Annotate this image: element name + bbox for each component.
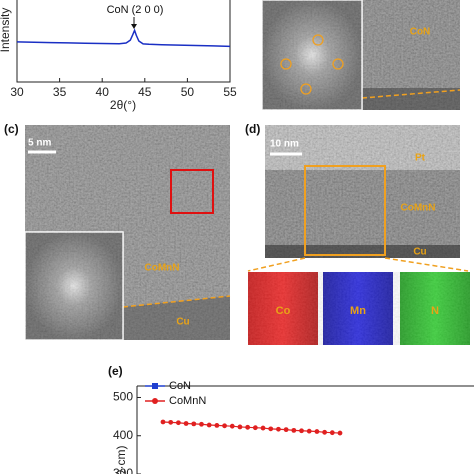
- data-point: [337, 430, 343, 436]
- legend-label: CoMnN: [169, 395, 206, 407]
- element-label: Co: [276, 305, 291, 317]
- plot-frame: [16, 0, 231, 83]
- data-point: [268, 426, 274, 432]
- fft-spot: [332, 58, 344, 70]
- annotation: CoN (2 0 0): [107, 4, 164, 16]
- x-tick-label: 50: [181, 85, 195, 99]
- fft-spots: [280, 34, 344, 95]
- data-point: [291, 427, 297, 433]
- x-tick-label: 35: [53, 85, 67, 99]
- data-point: [299, 428, 304, 434]
- data-point: [260, 425, 266, 431]
- layer-label: Pt: [415, 153, 426, 164]
- y-tick-label: 400: [113, 428, 133, 442]
- interface-line: [361, 89, 461, 99]
- layer-label: Cu: [176, 317, 189, 328]
- layer-label: CoN: [410, 27, 431, 38]
- data-point: [276, 426, 281, 432]
- data-point: [175, 420, 181, 426]
- data-line: [162, 421, 341, 434]
- fft-spot: [312, 34, 324, 46]
- data-point: [183, 421, 189, 426]
- zoom-line: [384, 257, 469, 272]
- x-tick-label: 45: [138, 85, 152, 99]
- data-point: [214, 423, 220, 428]
- substrate: [362, 88, 460, 110]
- selection-box: [170, 169, 214, 214]
- y-axis-label: Ω·cm): [114, 446, 128, 474]
- fft-spot: [300, 83, 312, 95]
- scale-label: 5 nm: [28, 138, 51, 149]
- tem-texture: [265, 125, 460, 258]
- panel-label: (e): [108, 364, 123, 378]
- layer-label: CoMnN: [145, 263, 180, 274]
- legend-label: CoN: [169, 380, 191, 392]
- panel-label: (c): [4, 122, 19, 136]
- fft-texture: [262, 0, 362, 110]
- data-point: [191, 421, 197, 427]
- x-tick-label: 30: [10, 85, 24, 99]
- y-axis-label: Intensity: [0, 8, 12, 53]
- x-axis-label: 2θ(°): [110, 98, 136, 112]
- element-label: N: [431, 305, 439, 317]
- data-point: [168, 419, 174, 425]
- data-point: [245, 424, 251, 430]
- data-point: [206, 422, 212, 428]
- data-point: [229, 423, 235, 429]
- data-point: [306, 428, 312, 434]
- layer-label: Cu: [413, 247, 426, 258]
- eds-texture: [248, 272, 470, 345]
- selection-box: [304, 165, 386, 256]
- x-tick-label: 55: [223, 85, 237, 99]
- data-point: [222, 423, 227, 429]
- arrow-head: [131, 24, 137, 29]
- panel-label: (d): [245, 122, 260, 136]
- substrate: [123, 296, 230, 340]
- y-tick-label: 500: [113, 390, 133, 404]
- cu-layer: [265, 245, 460, 258]
- fft-spot: [280, 58, 292, 70]
- element-label: Mn: [350, 305, 366, 317]
- data-point: [322, 429, 328, 435]
- y-tick-label: 300: [113, 466, 133, 474]
- fft-texture: [25, 232, 123, 340]
- zoom-line: [247, 257, 306, 272]
- data-point: [314, 429, 320, 434]
- layer-label: CoMnN: [401, 203, 436, 214]
- x-tick-label: 40: [96, 85, 110, 99]
- data-point: [252, 425, 258, 431]
- data-point: [160, 419, 166, 425]
- data-point: [283, 427, 289, 433]
- legend-marker: [152, 383, 158, 389]
- scale-label: 10 nm: [270, 139, 299, 150]
- interface-line: [122, 295, 231, 308]
- data-line: [16, 28, 231, 48]
- data-point: [199, 421, 204, 427]
- legend-marker: [152, 398, 158, 404]
- data-point: [237, 424, 243, 430]
- data-point: [329, 430, 335, 436]
